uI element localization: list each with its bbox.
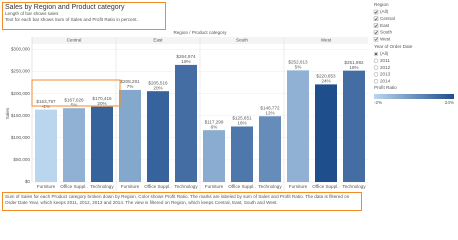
x-tick-label: Office Suppl.. [60, 184, 88, 189]
check [374, 31, 378, 35]
check [374, 17, 378, 21]
checkbox[interactable] [373, 37, 379, 42]
x-tick-label: Furniture [121, 184, 140, 189]
y-tick-label: $300,000 [11, 47, 31, 52]
y-tick-label: $0 [25, 179, 31, 184]
ratio-label: 18% [349, 65, 358, 70]
x-tick-label: Furniture [289, 184, 308, 189]
legend-label: 24% [445, 100, 454, 105]
x-tick-label: Furniture [37, 184, 56, 189]
filter-option[interactable]: (All) [380, 51, 389, 56]
region-header: East [153, 38, 163, 43]
bar [175, 64, 197, 182]
x-tick-label: Technology [342, 184, 366, 189]
filter-option[interactable]: West [380, 36, 391, 41]
checkbox[interactable] [373, 23, 379, 28]
value-label: $208,291 [120, 79, 140, 84]
region-header: West [321, 38, 332, 43]
filter-option[interactable]: 2011 [380, 58, 390, 63]
color-ramp [374, 94, 454, 99]
value-label: $167,026 [64, 97, 84, 102]
filter-option[interactable]: 2013 [380, 72, 391, 77]
checkbox[interactable] [373, 16, 379, 21]
y-tick-label: $250,000 [11, 69, 31, 74]
bar [119, 89, 141, 182]
y-axis-label: Sales [5, 107, 10, 119]
ratio-label: 20% [97, 101, 106, 106]
filter-option[interactable]: East [380, 23, 390, 28]
checkbox[interactable] [373, 30, 379, 35]
value-label: $251,992 [344, 60, 364, 65]
y-tick-label: $100,000 [11, 135, 31, 140]
value-label: $252,613 [288, 60, 308, 65]
subtitle: Text for each bar shows Sum of Sales and… [5, 16, 138, 22]
check [374, 24, 378, 28]
highlight [31, 79, 121, 107]
x-tick-label: Office Suppl.. [144, 184, 172, 189]
value-label: $170,416 [92, 96, 112, 101]
ratio-label: 5% [295, 65, 302, 70]
value-label: $205,516 [148, 80, 168, 85]
bar [63, 108, 85, 182]
ratio-label: 6% [211, 124, 218, 129]
y-tick-label: $200,000 [11, 91, 31, 96]
legend-label: -2% [374, 100, 382, 105]
screen: Region / Product category Sales $0 $50,000 $… [2, 2, 454, 211]
checkbox[interactable] [373, 9, 379, 15]
filter-option[interactable]: 2012 [380, 65, 391, 70]
value-label: $163,797 [36, 99, 56, 104]
ratio-label: 18% [181, 59, 190, 64]
subtitle: Length of bar shows sales [5, 11, 59, 16]
ratio-label: 24% [321, 79, 330, 84]
chart: Region / Product category Sales $0 $50,000 $… [5, 2, 454, 191]
radio[interactable] [373, 78, 379, 84]
bar [315, 84, 337, 182]
bar [343, 70, 365, 182]
y-tick-label: $50,000 [13, 157, 30, 162]
ratio-label: 16% [237, 121, 246, 126]
filter-option[interactable]: (All) [380, 9, 389, 14]
title: Sales by Region and Product category [5, 4, 125, 11]
title-box: Sales by Region and Product category Len… [2, 2, 166, 30]
x-tick-label: Office Suppl.. [228, 184, 256, 189]
check [374, 10, 378, 14]
bar [35, 109, 57, 182]
region-header: South [236, 38, 248, 43]
x-tick-label: Office Suppl.. [312, 184, 340, 189]
filter-option[interactable]: Central [380, 16, 395, 21]
value-label: $125,651 [232, 116, 252, 121]
filter-option[interactable]: South [380, 30, 392, 35]
ratio-label: 20% [153, 85, 162, 90]
radio[interactable] [373, 58, 379, 63]
legend-title: Profit Ratio [374, 85, 397, 90]
radio-dot [375, 53, 377, 55]
caption: Sum of Sales for each Product category b… [2, 192, 362, 211]
x-tick-label: Technology [174, 184, 198, 189]
bar [287, 70, 309, 182]
filter-title: Year of Order Date [374, 44, 413, 49]
value-label: $220,853 [316, 74, 336, 79]
value-label: $264,974 [176, 54, 196, 59]
filter-option[interactable]: 2014 [380, 78, 391, 83]
value-label: $148,772 [260, 105, 280, 110]
region-header: Central [67, 38, 82, 43]
ratio-label: 12% [265, 110, 274, 115]
ratio-label: 7% [127, 84, 134, 89]
bar [231, 126, 253, 182]
bar [147, 91, 169, 182]
y-tick-label: $150,000 [11, 113, 31, 118]
x-tick-label: Technology [90, 184, 114, 189]
x-tick-label: Furniture [205, 184, 224, 189]
radio[interactable] [373, 65, 379, 70]
value-label: $117,299 [205, 119, 224, 124]
ratio-label: 5% [71, 102, 78, 107]
check [374, 37, 378, 41]
x-tick-label: Technology [258, 184, 282, 189]
filter-title: Region [374, 2, 389, 7]
bar [91, 106, 113, 182]
bar [203, 130, 225, 182]
radio[interactable] [373, 72, 379, 77]
header: Region / Product category [173, 30, 227, 35]
bar [259, 116, 281, 182]
